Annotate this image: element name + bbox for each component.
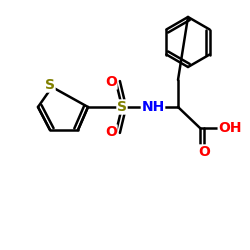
Text: S: S (45, 78, 55, 92)
Text: OH: OH (218, 121, 242, 135)
Text: O: O (198, 145, 210, 159)
Text: O: O (105, 75, 117, 89)
Text: O: O (105, 125, 117, 139)
Text: S: S (117, 100, 127, 114)
Text: NH: NH (142, 100, 165, 114)
